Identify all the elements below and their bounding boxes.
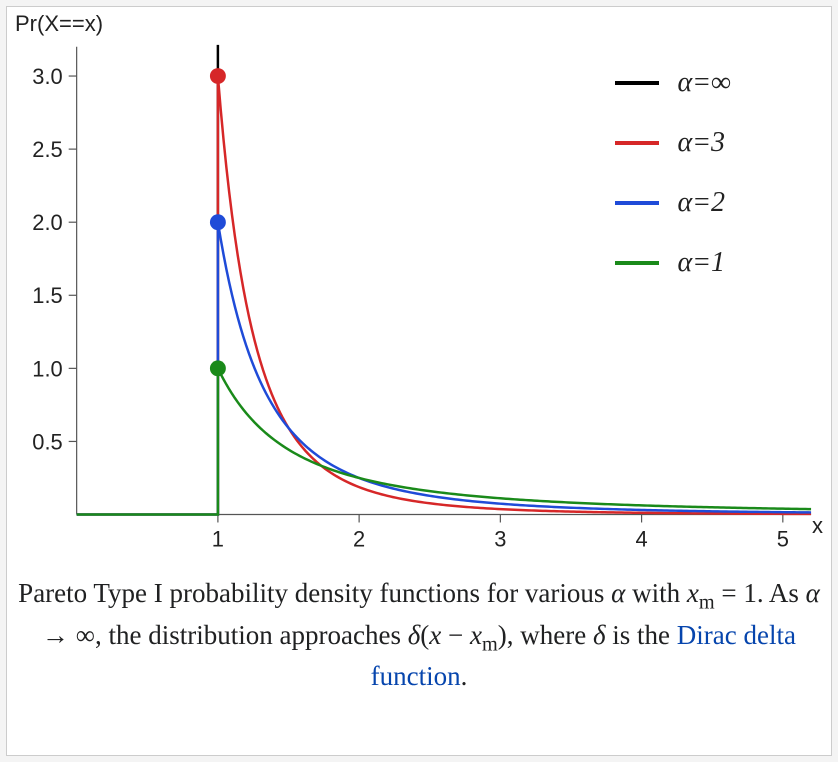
chart-area: Pr(X==x) x 123450.51.01.52.02.53.0 α=∞ α… bbox=[7, 7, 831, 567]
legend-swatch bbox=[615, 81, 659, 85]
marker-alpha-2 bbox=[210, 214, 226, 230]
svg-text:2.5: 2.5 bbox=[32, 137, 62, 162]
legend-swatch bbox=[615, 141, 659, 145]
marker-alpha-3 bbox=[210, 68, 226, 84]
legend-item-alpha-1: α=1 bbox=[615, 247, 731, 279]
figure-panel: Pr(X==x) x 123450.51.01.52.02.53.0 α=∞ α… bbox=[6, 6, 832, 756]
series-alpha-1 bbox=[77, 368, 811, 514]
svg-text:1: 1 bbox=[212, 526, 224, 551]
svg-text:3: 3 bbox=[494, 526, 506, 551]
svg-text:3.0: 3.0 bbox=[32, 64, 62, 89]
legend-label: α=2 bbox=[677, 187, 725, 219]
legend-item-alpha-inf: α=∞ bbox=[615, 67, 731, 99]
svg-text:1.0: 1.0 bbox=[32, 356, 62, 381]
svg-text:4: 4 bbox=[636, 526, 648, 551]
legend: α=∞ α=3 α=2 α=1 bbox=[615, 67, 731, 307]
figure-caption: Pareto Type I probability density functi… bbox=[7, 567, 831, 696]
svg-text:2.0: 2.0 bbox=[32, 210, 62, 235]
legend-label: α=3 bbox=[677, 127, 725, 159]
legend-item-alpha-3: α=3 bbox=[615, 127, 731, 159]
legend-swatch bbox=[615, 201, 659, 205]
svg-text:1.5: 1.5 bbox=[32, 283, 62, 308]
marker-alpha-1 bbox=[210, 360, 226, 376]
svg-text:2: 2 bbox=[353, 526, 365, 551]
legend-swatch bbox=[615, 261, 659, 265]
legend-label: α=∞ bbox=[677, 67, 731, 99]
svg-text:0.5: 0.5 bbox=[32, 429, 62, 454]
legend-label: α=1 bbox=[677, 247, 725, 279]
legend-item-alpha-2: α=2 bbox=[615, 187, 731, 219]
svg-text:5: 5 bbox=[777, 526, 789, 551]
